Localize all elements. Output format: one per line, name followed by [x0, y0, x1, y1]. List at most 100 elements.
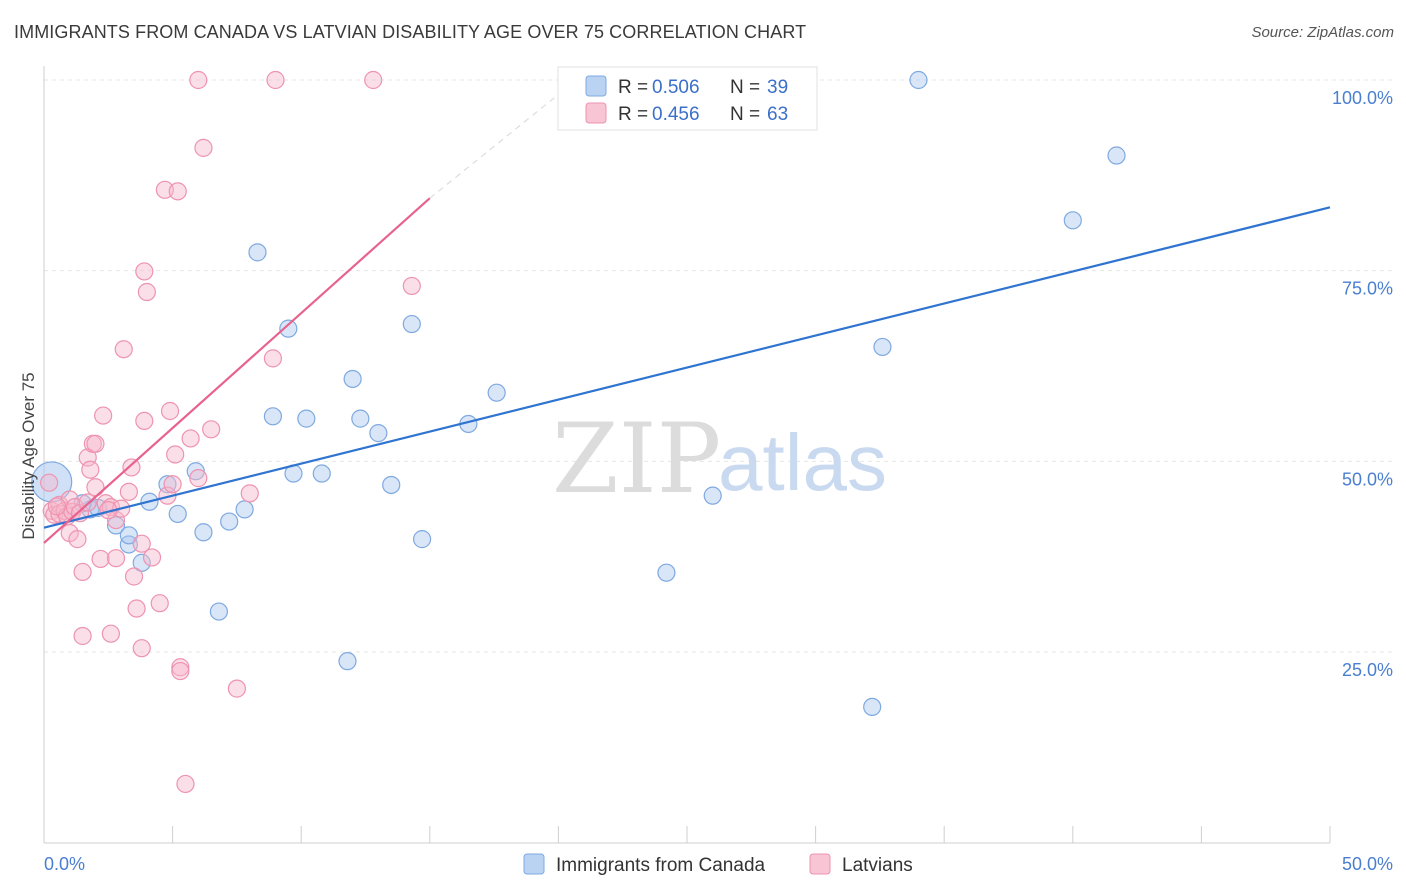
x-tick-label-1: 50.0% [1342, 854, 1393, 874]
point-canada-18 [297, 409, 316, 428]
legend-r-label-canada: R = [618, 77, 648, 98]
point-latvians-32 [132, 534, 151, 553]
point-canada-13 [235, 500, 254, 519]
point-latvians-16 [81, 460, 100, 479]
watermark-zip: ZIP [552, 403, 721, 515]
point-latvians-42 [163, 475, 182, 494]
point-latvians-33 [132, 639, 151, 658]
legend-bottom: Immigrants from Canada Latvians [523, 853, 913, 876]
point-latvians-18 [86, 434, 105, 453]
point-latvians-61 [47, 497, 66, 516]
y-tick-label-1: 50.0% [1342, 469, 1393, 489]
point-latvians-46 [171, 661, 190, 681]
point-canada-28 [487, 383, 506, 402]
point-latvians-13 [73, 626, 92, 646]
point-canada-26 [412, 530, 432, 549]
point-latvians-41 [160, 401, 180, 421]
point-latvians-11 [68, 530, 87, 549]
trend-line-extension-latvians [429, 79, 577, 199]
point-latvians-36 [137, 282, 156, 302]
watermark: ZIP atlas [552, 403, 887, 515]
point-latvians-56 [266, 70, 285, 90]
point-latvians-48 [181, 429, 200, 448]
point-latvians-30 [124, 567, 144, 586]
point-latvians-24 [106, 549, 126, 568]
y-tick-label-3: 100.0% [1332, 88, 1393, 108]
point-canada-4 [119, 526, 138, 545]
point-latvians-34 [135, 411, 154, 431]
point-canada-11 [209, 602, 228, 621]
data-points [31, 70, 1126, 794]
point-latvians-58 [402, 276, 421, 296]
point-latvians-35 [135, 262, 154, 281]
point-canada-20 [338, 652, 357, 671]
legend-n-value-canada: 39 [767, 77, 788, 98]
trend-line-latvians [43, 197, 431, 544]
y-tick-label-0: 25.0% [1342, 660, 1393, 680]
legend-r-value-latvians: 0.456 [652, 104, 700, 125]
point-latvians-45 [171, 658, 190, 677]
point-canada-3 [119, 535, 138, 554]
point-latvians-17 [86, 478, 105, 497]
point-canada-22 [351, 409, 370, 428]
point-latvians-29 [122, 458, 141, 477]
legend-swatch-latvians [585, 102, 607, 124]
point-latvians-44 [168, 182, 187, 201]
y-tick-labels: 25.0% 50.0% 75.0% 100.0% [1332, 88, 1393, 680]
legend-bottom-label-latvians: Latvians [842, 855, 913, 876]
legend-r-label-latvians: R = [618, 104, 648, 125]
legend-r-value-canada: 0.506 [652, 77, 700, 98]
grid-lines [44, 79, 1392, 653]
watermark-atlas: atlas [718, 418, 887, 507]
point-canada-14 [248, 243, 267, 262]
point-canada-35 [1063, 211, 1082, 230]
point-latvians-23 [101, 624, 120, 643]
point-canada-31 [703, 486, 722, 505]
point-canada-5 [132, 553, 151, 572]
point-canada-25 [402, 314, 421, 334]
legend-bottom-swatch-latvians [809, 853, 831, 875]
x-tick-label-0: 0.0% [44, 854, 85, 874]
point-canada-2 [106, 516, 126, 535]
point-canada-30 [657, 563, 676, 582]
point-latvians-19 [91, 549, 110, 569]
point-latvians-47 [176, 774, 195, 794]
legend-bottom-swatch-canada [523, 853, 545, 875]
legend-top: R = 0.506 N = 39 R = 0.456 N = 63 [557, 66, 818, 131]
legend-bottom-label-canada: Immigrants from Canada [556, 855, 766, 876]
point-canada-24 [382, 475, 401, 495]
point-latvians-0 [40, 473, 59, 492]
point-latvians-49 [189, 469, 208, 488]
point-canada-12 [220, 512, 239, 531]
y-axis-label: Disability Age Over 75 [19, 372, 38, 539]
point-canada-32 [873, 337, 892, 357]
point-latvians-54 [240, 484, 259, 503]
y-tick-label-2: 75.0% [1342, 279, 1393, 299]
point-latvians-31 [127, 599, 146, 618]
point-canada-21 [343, 369, 362, 389]
point-canada-19 [312, 464, 331, 483]
point-latvians-21 [94, 406, 113, 425]
point-canada-15 [263, 407, 283, 426]
point-latvians-51 [194, 138, 213, 157]
point-latvians-55 [263, 349, 283, 368]
axes [43, 66, 1331, 844]
point-canada-8 [168, 504, 187, 524]
trend-line-canada [43, 206, 1331, 529]
point-latvians-28 [119, 482, 138, 501]
point-canada-34 [909, 70, 928, 90]
point-canada-23 [369, 424, 388, 443]
legend-n-label-canada: N = [730, 77, 760, 98]
point-canada-36 [1107, 146, 1126, 165]
point-latvians-53 [227, 679, 246, 698]
point-latvians-27 [114, 340, 133, 359]
legend-n-value-latvians: 63 [767, 104, 788, 125]
source-credit: Source: ZipAtlas.com [1251, 24, 1394, 41]
x-tick-labels: 0.0% 50.0% [44, 854, 1393, 874]
legend-n-label-latvians: N = [730, 104, 760, 125]
point-latvians-37 [142, 548, 162, 567]
legend-swatch-canada [585, 75, 607, 97]
point-latvians-57 [364, 70, 383, 90]
point-latvians-12 [73, 562, 92, 582]
